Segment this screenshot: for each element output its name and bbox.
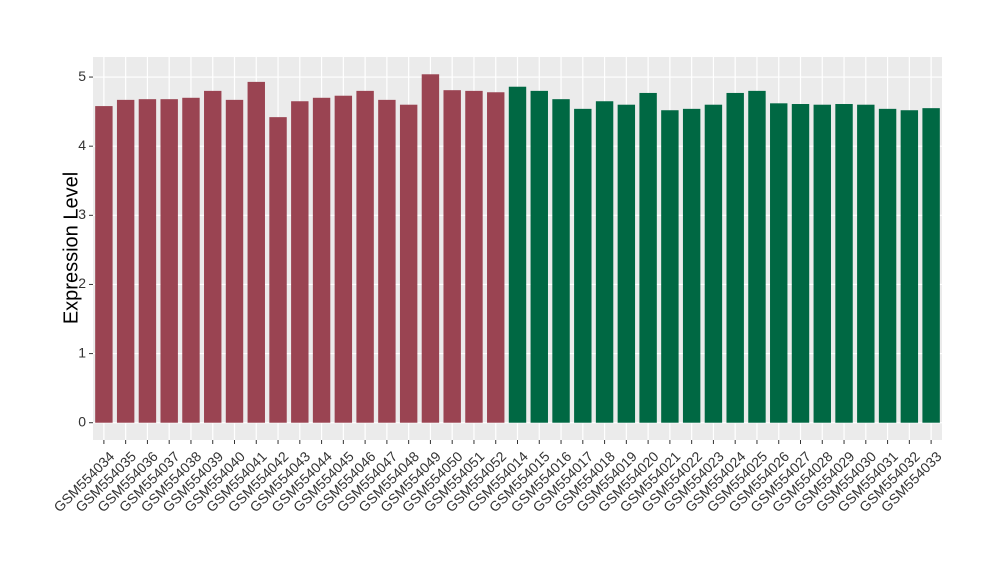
bar [465,90,483,423]
bar [399,104,418,423]
bar [639,92,657,423]
bar [443,90,461,423]
bar [182,97,200,423]
bar [682,108,701,423]
bar [552,99,570,423]
bar [617,104,636,423]
bar [835,104,853,423]
y-tick-label: 3 [78,206,86,222]
bar [857,104,875,423]
bar [269,117,287,423]
bar [748,90,766,423]
bar [770,103,788,423]
y-tick-label: 1 [78,344,86,360]
bar [312,97,331,423]
bar [574,108,592,423]
bar [487,92,505,423]
bar [421,74,440,423]
bar [661,110,679,423]
bar [334,95,353,423]
bar [922,108,940,423]
y-axis-label: Expression Level [60,172,82,324]
bar [508,86,527,423]
y-tick-label: 5 [78,68,86,84]
bar [813,104,831,423]
y-tick-label: 4 [78,137,86,153]
bar [595,101,614,423]
bar [204,90,222,423]
bar [291,101,309,423]
bar [138,99,157,423]
bar [95,106,113,423]
bar [530,90,548,423]
bar [378,99,396,423]
bar [356,90,374,423]
bar [704,104,723,423]
bar [225,99,244,423]
y-tick-label: 0 [78,413,86,429]
bar [247,81,265,423]
bar [726,92,744,423]
bar [791,104,810,423]
bar [160,99,178,423]
bar [116,99,135,423]
bar [900,110,919,423]
bar [878,108,897,423]
y-tick-label: 2 [78,275,86,291]
